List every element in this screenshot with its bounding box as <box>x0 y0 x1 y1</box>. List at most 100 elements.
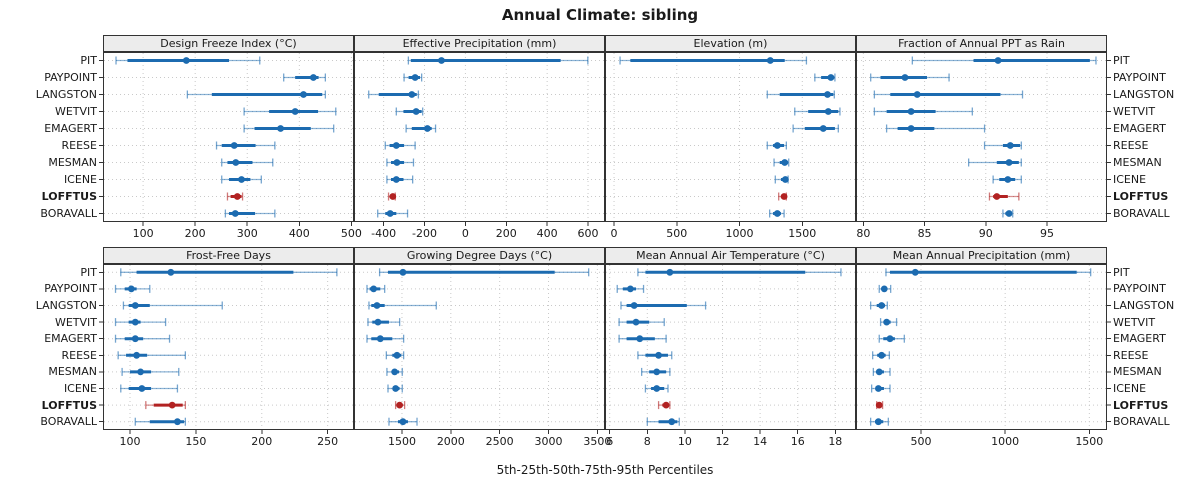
site-label-right-icene: ICENE <box>1113 382 1147 395</box>
series-paypoint <box>403 73 423 82</box>
series-pit <box>120 268 338 277</box>
series-boravall <box>769 209 785 218</box>
series-emagert <box>885 124 986 133</box>
series-emagert <box>114 334 171 343</box>
series-mesman <box>773 158 790 167</box>
panel-border <box>856 52 1107 222</box>
series-paypoint <box>870 73 950 82</box>
x-tick-label: 16 <box>791 435 805 448</box>
panel-title-fraction-of-annual-ppt-as-rain: Fraction of Annual PPT as Rain <box>898 37 1065 50</box>
series-emagert <box>366 334 405 343</box>
series-boravall <box>377 209 409 218</box>
panel-title-elevation-m: Elevation (m) <box>693 37 768 50</box>
site-label-left-paypoint: PAYPOINT <box>44 71 97 84</box>
series-icene <box>387 384 403 393</box>
series-icene <box>386 175 414 184</box>
site-label-left-emagert: EMAGERT <box>44 122 97 135</box>
series-icene <box>992 175 1022 184</box>
series-boravall <box>1002 209 1014 218</box>
panel-border <box>354 52 605 222</box>
figure-caption: 5th-25th-50th-75th-95th Percentiles <box>496 463 714 477</box>
x-tick-label: 14 <box>753 435 767 448</box>
site-label-left-reese: REESE <box>61 139 97 152</box>
x-tick-label: 90 <box>979 227 993 240</box>
site-label-left-mesman: MESMAN <box>48 156 97 169</box>
series-lofftus <box>657 401 671 410</box>
x-tick-label: 200 <box>185 227 206 240</box>
site-label-right-boravall: BORAVALL <box>1113 415 1170 429</box>
x-tick-label: 600 <box>578 227 599 240</box>
site-label-left-icene: ICENE <box>63 173 97 186</box>
series-lofftus <box>394 401 406 410</box>
panel-title-mean-annual-precipitation-mm: Mean Annual Precipitation (mm) <box>892 249 1071 262</box>
series-lofftus <box>875 401 884 410</box>
panel-border <box>103 52 354 222</box>
panel-title-mean-annual-air-temperature-c: Mean Annual Air Temperature (°C) <box>636 249 825 262</box>
x-tick-label: 1000 <box>991 435 1019 448</box>
site-label-right-boravall: BORAVALL <box>1113 207 1170 220</box>
series-boravall <box>869 417 889 426</box>
site-label-right-reese: REESE <box>1113 139 1149 152</box>
series-pit <box>115 56 261 65</box>
x-tick-label: 100 <box>120 435 141 448</box>
site-label-left-lofftus: LOFFTUS <box>41 398 97 412</box>
panel-header-mean-annual-precipitation-mm: Mean Annual Precipitation (mm) <box>856 247 1107 264</box>
x-tick-label: 400 <box>289 227 310 240</box>
series-langston <box>368 90 420 99</box>
site-label-right-langston: LANGSTON <box>1113 299 1175 312</box>
series-wetvit <box>395 107 424 116</box>
panel-title-effective-precipitation-mm: Effective Precipitation (mm) <box>402 37 557 50</box>
x-tick-label: -400 <box>371 227 396 240</box>
site-label-right-mesman: MESMAN <box>1113 156 1162 169</box>
x-tick-label: 200 <box>251 435 272 448</box>
x-tick-label: 300 <box>237 227 258 240</box>
panel-header-growing-degree-days-c: Growing Degree Days (°C) <box>354 247 605 264</box>
x-tick-label: 1000 <box>726 227 754 240</box>
series-lofftus <box>778 192 788 201</box>
site-label-right-mesman: MESMAN <box>1113 365 1162 379</box>
panel-header-effective-precipitation-mm: Effective Precipitation (mm) <box>354 35 605 52</box>
series-wetvit <box>794 107 841 116</box>
panel-plot-frost-free-days: 100 150 200 250 <box>99 264 354 448</box>
site-label-right-lofftus: LOFFTUS <box>1113 398 1169 412</box>
series-emagert <box>792 124 839 133</box>
series-lofftus <box>387 192 397 201</box>
series-icene <box>774 175 789 184</box>
panel-plot-effective-precipitation-mm: -400 -200 0 200 400 600 <box>354 52 605 240</box>
site-label-left-paypoint: PAYPOINT <box>44 282 97 296</box>
x-tick-label: 250 <box>317 435 338 448</box>
series-icene <box>871 384 891 393</box>
series-mesman <box>872 367 891 376</box>
series-wetvit <box>367 318 401 327</box>
site-label-right-wetvit: WETVIT <box>1113 315 1156 329</box>
series-langston <box>368 301 437 310</box>
x-tick-label: 18 <box>828 435 842 448</box>
series-wetvit <box>873 107 973 116</box>
x-tick-label: 95 <box>1040 227 1054 240</box>
series-reese <box>117 351 186 360</box>
x-tick-label: 500 <box>341 227 362 240</box>
x-tick-label: 400 <box>537 227 558 240</box>
series-reese <box>215 141 276 150</box>
x-tick-label: 8 <box>644 435 651 448</box>
site-label-right-paypoint: PAYPOINT <box>1113 282 1166 296</box>
series-icene <box>120 384 179 393</box>
panel-border <box>856 264 1107 430</box>
figure-title: Annual Climate: sibling <box>501 6 699 24</box>
series-lofftus <box>226 192 244 201</box>
series-reese <box>637 351 673 360</box>
series-boravall <box>646 417 680 426</box>
site-label-left-boravall: BORAVALL <box>40 207 97 220</box>
series-paypoint <box>878 284 892 293</box>
panel-border <box>103 264 354 430</box>
x-tick-label: 2500 <box>486 435 514 448</box>
site-label-right-emagert: EMAGERT <box>1113 122 1166 135</box>
series-pit <box>619 56 808 65</box>
site-label-left-emagert: EMAGERT <box>44 332 97 346</box>
panel-plot-mean-annual-precipitation-mm: 500 1000 1500 <box>856 264 1111 448</box>
series-mesman <box>967 158 1022 167</box>
series-paypoint <box>366 284 386 293</box>
x-tick-label: 85 <box>918 227 932 240</box>
panel-border <box>605 52 856 222</box>
series-emagert <box>405 124 437 133</box>
